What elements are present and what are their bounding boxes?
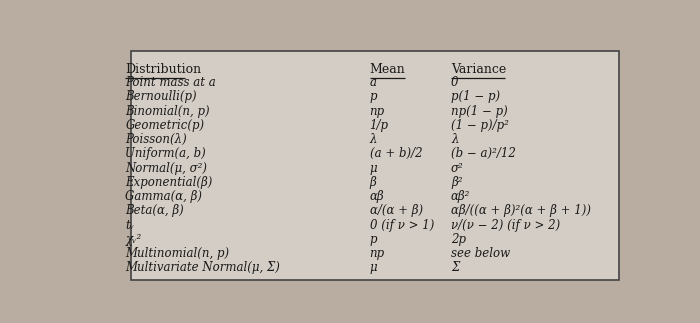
Text: μ: μ xyxy=(370,261,377,275)
Text: tᵥ: tᵥ xyxy=(125,219,134,232)
Text: αβ/((α + β)²(α + β + 1)): αβ/((α + β)²(α + β + 1)) xyxy=(451,204,591,217)
Text: αβ: αβ xyxy=(370,190,384,203)
Text: Σ: Σ xyxy=(451,261,459,275)
Text: (a + b)/2: (a + b)/2 xyxy=(370,147,422,160)
Text: (1 − p)/p²: (1 − p)/p² xyxy=(451,119,509,132)
Text: 0 (if ν > 1): 0 (if ν > 1) xyxy=(370,219,434,232)
Text: Variance: Variance xyxy=(451,63,506,76)
Text: αβ²: αβ² xyxy=(451,190,470,203)
Text: χᵥ²: χᵥ² xyxy=(125,233,141,246)
Text: β²: β² xyxy=(451,176,463,189)
Text: np: np xyxy=(370,105,385,118)
Text: Beta(α, β): Beta(α, β) xyxy=(125,204,184,217)
Text: Multinomial(n, p): Multinomial(n, p) xyxy=(125,247,230,260)
Text: Uniform(a, b): Uniform(a, b) xyxy=(125,147,206,160)
Text: Mean: Mean xyxy=(370,63,405,76)
Text: Binomial(n, p): Binomial(n, p) xyxy=(125,105,210,118)
Text: 0: 0 xyxy=(451,76,458,89)
Text: Normal(μ, σ²): Normal(μ, σ²) xyxy=(125,162,207,175)
Text: p: p xyxy=(370,233,377,246)
Text: σ²: σ² xyxy=(451,162,463,175)
Text: μ: μ xyxy=(370,162,377,175)
Text: see below: see below xyxy=(451,247,510,260)
Text: λ: λ xyxy=(370,133,377,146)
Text: Multivariate Normal(μ, Σ): Multivariate Normal(μ, Σ) xyxy=(125,261,280,275)
FancyBboxPatch shape xyxy=(131,51,619,280)
Text: Geometric(p): Geometric(p) xyxy=(125,119,204,132)
Text: p(1 − p): p(1 − p) xyxy=(451,90,500,103)
Text: p: p xyxy=(370,90,377,103)
Text: 2p: 2p xyxy=(451,233,466,246)
Text: Distribution: Distribution xyxy=(125,63,202,76)
Text: ν/(ν − 2) (if ν > 2): ν/(ν − 2) (if ν > 2) xyxy=(451,219,560,232)
Text: a: a xyxy=(370,76,377,89)
Text: Exponential(β): Exponential(β) xyxy=(125,176,213,189)
Text: α/(α + β): α/(α + β) xyxy=(370,204,423,217)
Text: λ: λ xyxy=(451,133,458,146)
Text: np: np xyxy=(370,247,385,260)
Text: Point mass at a: Point mass at a xyxy=(125,76,216,89)
Text: np(1 − p): np(1 − p) xyxy=(451,105,508,118)
Text: Gamma(α, β): Gamma(α, β) xyxy=(125,190,202,203)
Text: Poisson(λ): Poisson(λ) xyxy=(125,133,187,146)
Text: (b − a)²/12: (b − a)²/12 xyxy=(451,147,516,160)
Text: Bernoulli(p): Bernoulli(p) xyxy=(125,90,197,103)
Text: 1/p: 1/p xyxy=(370,119,389,132)
Text: β: β xyxy=(370,176,377,189)
